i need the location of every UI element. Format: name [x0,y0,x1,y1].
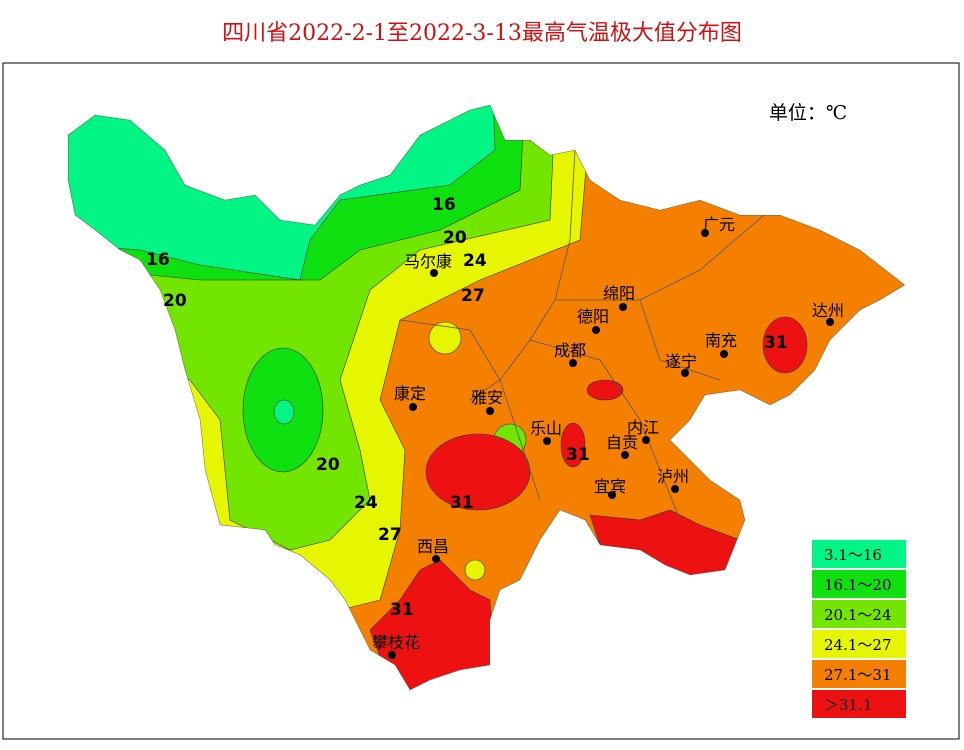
city-label: 德阳 [577,307,609,326]
zone [586,379,624,401]
contour-label: 27 [461,286,485,306]
city-dot [619,303,627,311]
legend-label: 24.1～27 [824,636,892,654]
city-label: 广元 [703,215,735,234]
district-border [399,149,771,521]
zone [428,321,462,355]
city-label: 西昌 [417,537,449,556]
contour-label: 20 [316,455,340,475]
legend-label: 3.1～16 [824,546,882,564]
city-dot [642,436,650,444]
contour-label: 20 [443,228,467,248]
city-dot [671,485,679,493]
contour-labels: 16 20 24 27 16 20 20 24 27 31 31 31 31 [146,195,788,620]
legend-swatch [812,540,906,568]
contour-label: 31 [390,600,414,620]
contour-label: 31 [566,445,590,465]
province-border [68,105,905,690]
contour-label: 16 [432,195,456,215]
cities: 广元 绵阳 德阳 达州 南充 成都 遂宁 马尔康 康定 雅安 乐山 内江 自贡 … [372,215,844,659]
city-label: 成都 [554,341,586,360]
zone [762,316,808,374]
zone [464,559,486,581]
city-label: 马尔康 [404,252,452,271]
city-dot [432,555,440,563]
legend-label: 16.1～20 [824,576,892,594]
city-label: 自贡 [606,433,638,452]
legend-swatch [812,570,906,598]
city-dot [621,451,629,459]
city-dot [720,350,728,358]
city-dot [409,403,417,411]
city-dot [592,326,600,334]
zone [560,422,586,468]
legend-swatch [812,690,906,718]
city-dot [543,437,551,445]
legend-swatch [812,630,906,658]
city-label: 绵阳 [603,284,635,303]
contour-label: 20 [163,291,187,311]
city-dot [388,651,396,659]
title: 四川省2022-2-1至2022-3-13最高气温极大值分布图 [222,21,742,46]
city-dot [430,269,438,277]
city-dot [826,318,834,326]
contour-label: 24 [354,493,378,513]
contour-label: 16 [146,250,170,270]
zone [273,399,295,425]
city-dot [701,229,709,237]
city-label: 内江 [627,418,659,437]
city-dot [569,359,577,367]
legend-label: 27.1～31 [824,666,892,684]
map-frame [2,62,960,740]
city-label: 泸州 [657,467,689,486]
legend-label: 20.1～24 [824,606,892,624]
legend-label: ＞31.1 [824,696,872,714]
city-label: 南充 [705,331,737,350]
city-label: 达州 [812,301,844,320]
city-dot [608,491,616,499]
city-label: 乐山 [530,419,562,438]
unit: 单位：℃ [769,102,847,124]
city-label: 宜宾 [594,477,626,496]
city-dot [681,369,689,377]
city-dot [486,407,494,415]
city-label: 雅安 [471,388,503,407]
legend-swatch [812,660,906,688]
city-label: 攀枝花 [372,633,420,652]
zone [425,433,531,511]
city-label: 遂宁 [665,352,697,371]
contour-label: 27 [378,525,402,545]
contour-label: 31 [764,333,788,353]
city-label: 康定 [394,384,426,403]
contour-label: 31 [450,493,474,513]
legend-swatch [812,600,906,628]
contour-label: 24 [463,251,487,271]
legend: 3.1～16 16.1～20 20.1～24 24.1～27 27.1～31 ＞31.1 [812,540,906,718]
